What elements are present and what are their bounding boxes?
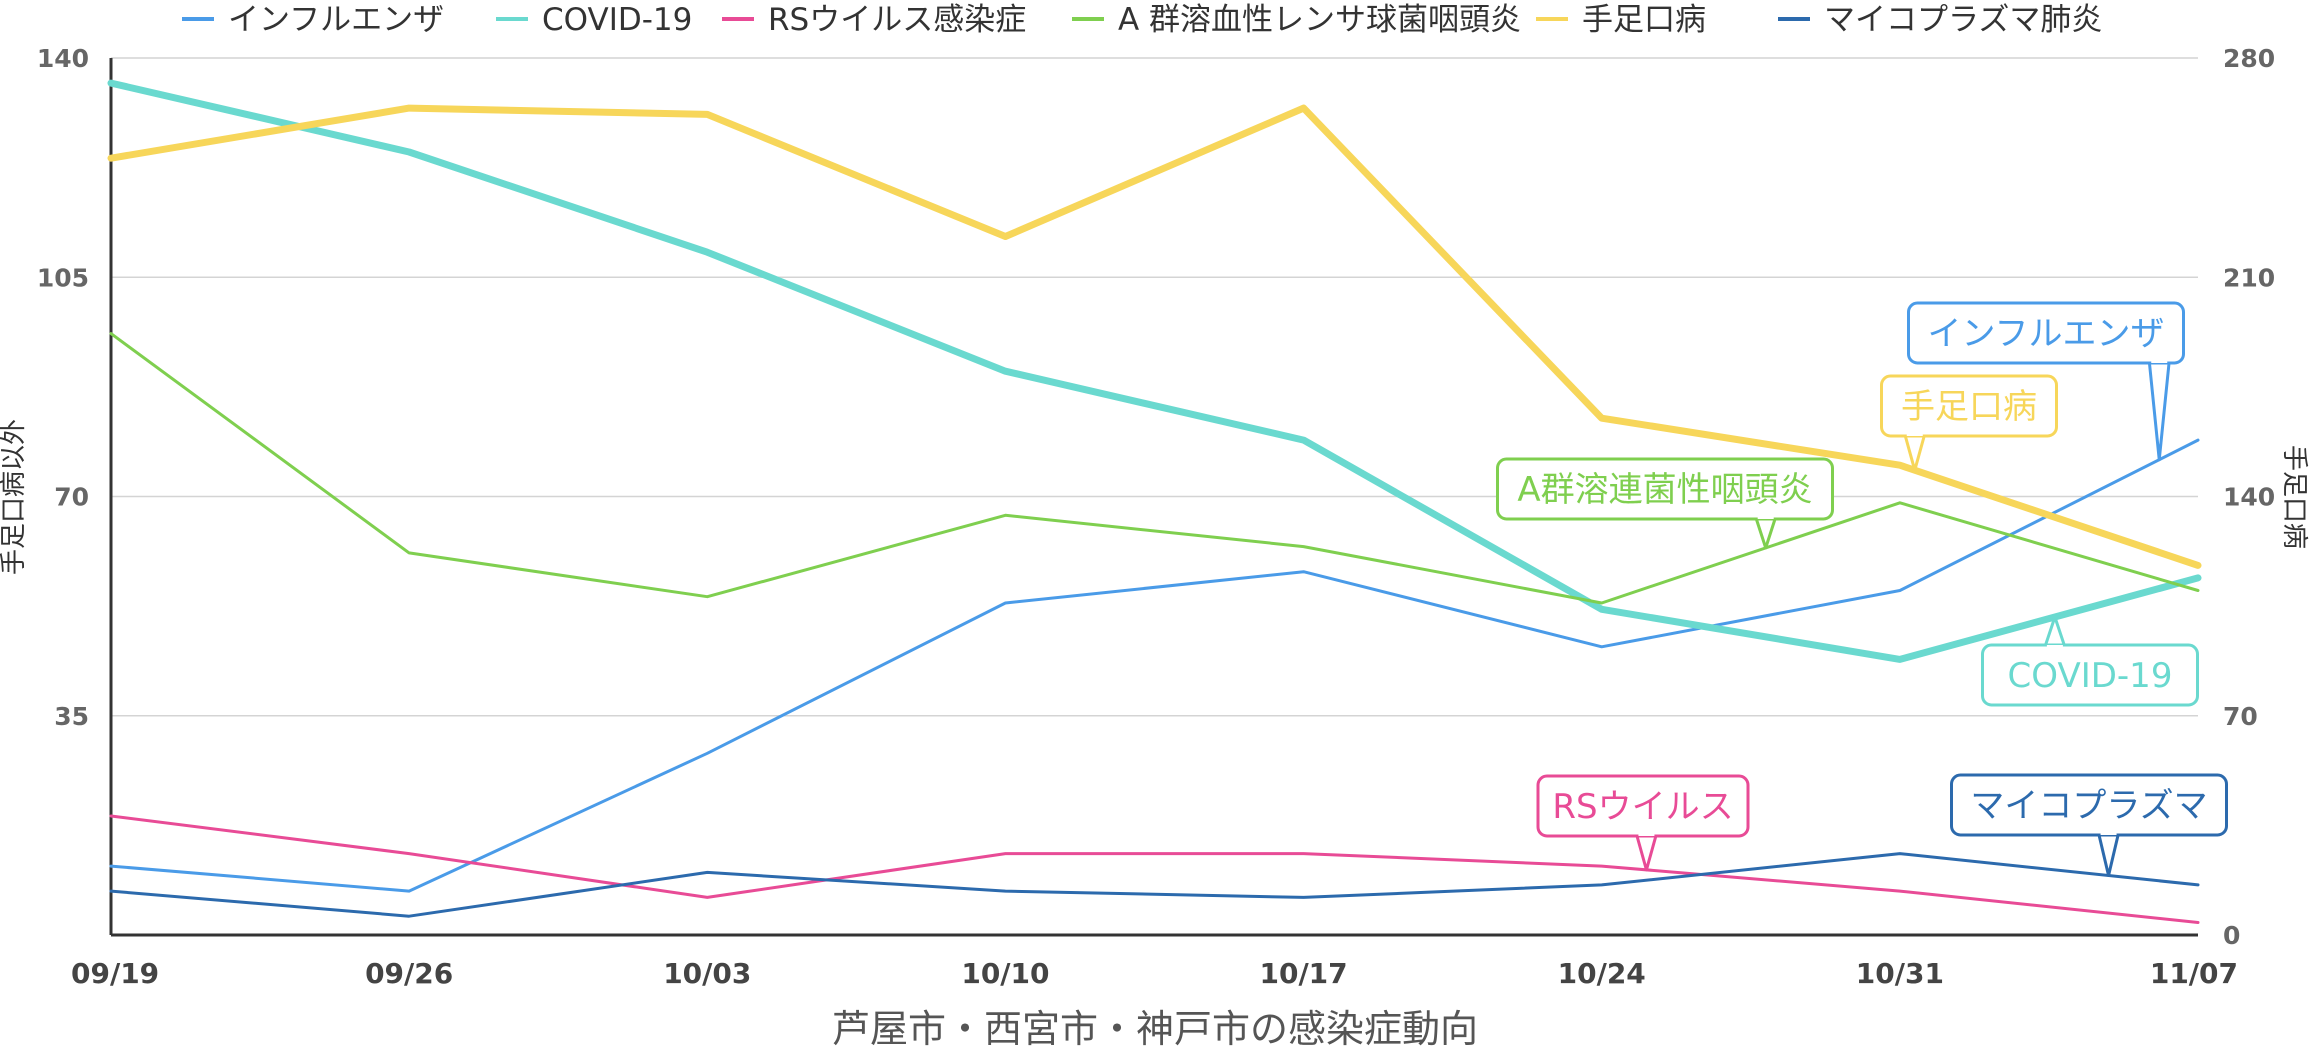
callout-box [1907,301,2185,365]
x-tick-label: 09/26 [365,957,453,990]
callout-text: マイコプラズマ [1970,786,2207,826]
legend-label: A 群溶血性レンサ球菌咽頭炎 [1118,2,1521,38]
callout-label: RSウイルス [1536,774,1750,872]
x-tick-label: 09/19 [71,957,159,990]
callout-pointer [2097,831,2121,877]
callout-text: A群溶連菌性咽頭炎 [1517,470,1812,510]
callout-text: RSウイルス [1552,787,1733,827]
y-left-tick-label: 105 [37,263,89,292]
legend: インフルエンザ COVID-19 RSウイルス感染症 A 群溶血性レンサ球菌咽頭炎 手足… [182,2,2102,38]
callout-box [1981,643,2199,707]
y-right-tick-label: 70 [2223,702,2258,731]
callout-pointer [1634,832,1658,872]
grid [111,57,2198,717]
x-tick-label: 10/24 [1558,957,1646,990]
callout-label: COVID-19 [1981,615,2199,707]
y-left-tick-label: 140 [37,44,89,73]
callout-label: マイコプラズマ [1950,773,2228,877]
series-line [109,332,2200,605]
x-axis-title: 芦屋市・西宮市・神戸市の感染症動向 [832,1007,1478,1051]
legend-label: 手足口病 [1582,2,1706,38]
axes: 35 70 105 140 0 70 140 210 280 09/19 09/26 10/03 10/… [0,44,2309,990]
callout-label: インフルエンザ [1907,301,2185,462]
series-line [109,438,2200,893]
legend-label: RSウイルス感染症 [768,2,1026,38]
legend-label: マイコプラズマ肺炎 [1824,2,2102,38]
y-right-tick-label: 0 [2223,921,2240,950]
callout-text: COVID-19 [2008,656,2173,696]
y-right-tick-label: 210 [2223,263,2275,292]
x-tick-label: 10/10 [961,957,1049,990]
x-tick-label: 10/03 [663,957,751,990]
callout-box [1496,457,1834,521]
x-tick-label: 10/17 [1259,957,1347,990]
callout-box [1880,374,2058,438]
series-lines [107,79,2202,924]
callout-pointer [2147,359,2171,462]
series-line [109,852,2200,918]
y-right-axis-title: 手足口病 [2279,445,2309,549]
y-right-tick-label: 140 [2223,483,2275,512]
callout-pointer [1754,515,1778,550]
y-right-tick-label: 280 [2223,44,2275,73]
series-line [107,104,2202,569]
legend-label: COVID-19 [542,2,692,38]
y-left-tick-label: 70 [54,483,89,512]
series-line [109,814,2200,924]
legend-label: インフルエンザ [228,2,444,38]
series-line [107,79,2202,663]
callout-label: A群溶連菌性咽頭炎 [1496,457,1834,550]
callout-box [1950,773,2228,837]
y-left-tick-label: 35 [54,702,89,731]
x-tick-label: 11/07 [2150,957,2238,990]
x-tick-label: 10/31 [1856,957,1944,990]
callout-text: 手足口病 [1901,387,2037,427]
y-left-axis-title: 手足口病以外 [0,419,29,575]
callout-label: 手足口病 [1880,374,2058,472]
callout-text: インフルエンザ [1928,314,2165,354]
